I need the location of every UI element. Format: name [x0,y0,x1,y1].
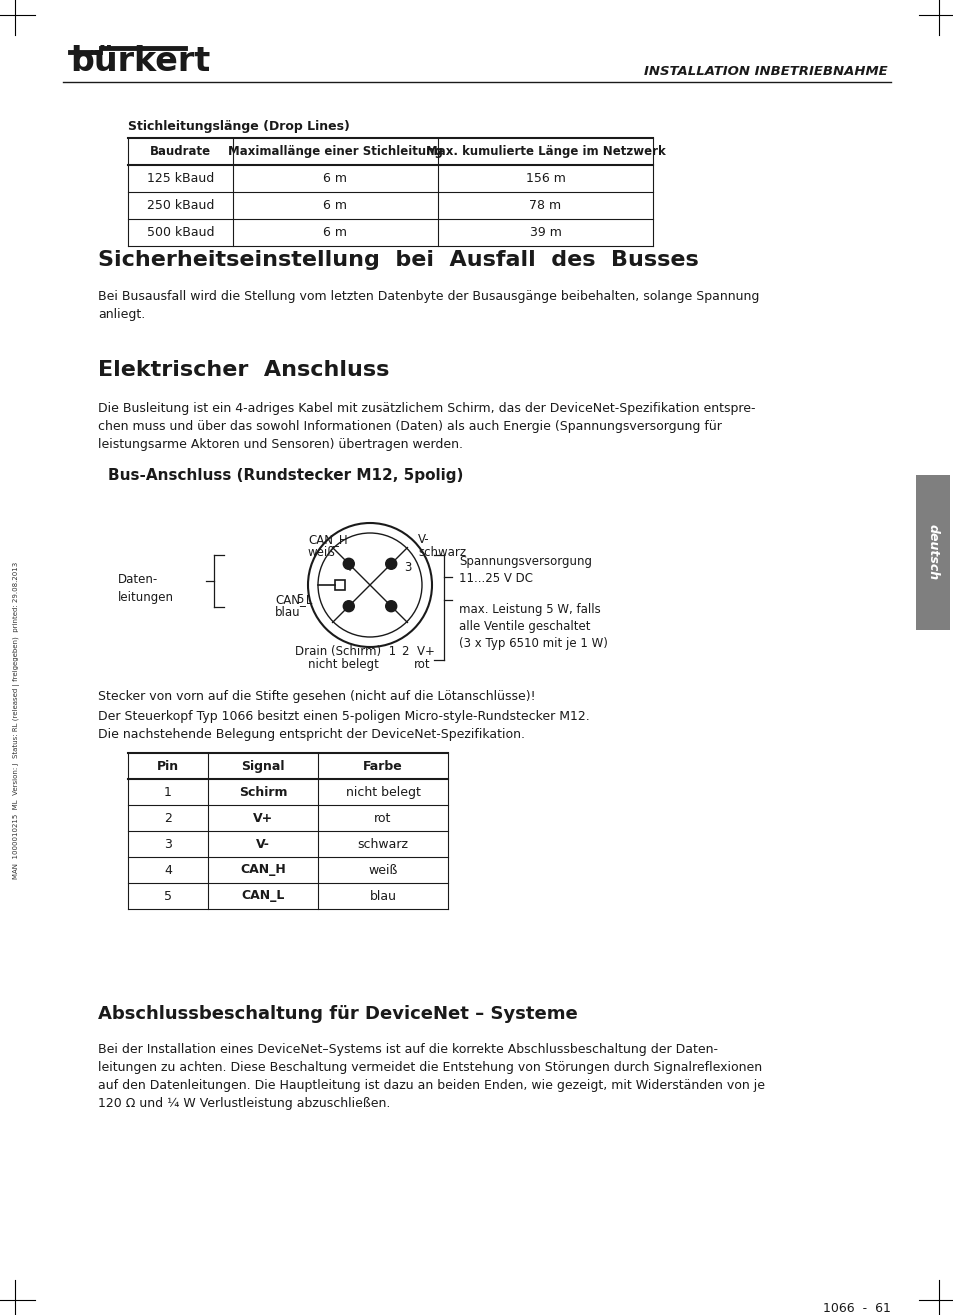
Text: CAN_H: CAN_H [308,533,347,546]
Text: Pin: Pin [157,760,179,772]
Text: 3: 3 [404,562,412,575]
Text: Stecker von vorn auf die Stifte gesehen (nicht auf die Lötanschlüsse)!: Stecker von vorn auf die Stifte gesehen … [98,690,535,704]
Text: Sicherheitseinstellung  bei  Ausfall  des  Busses: Sicherheitseinstellung bei Ausfall des B… [98,250,698,270]
Text: V-: V- [417,533,429,546]
Text: Drain (Schirm)  1: Drain (Schirm) 1 [294,644,395,658]
Text: 1: 1 [164,785,172,798]
Text: 3: 3 [164,838,172,851]
Text: CAN_H: CAN_H [240,864,286,877]
Text: weiß: weiß [308,546,335,559]
Text: MAN  1000010215  ML  Version: J  Status: RL (released | freigegeben)  printed: 2: MAN 1000010215 ML Version: J Status: RL … [13,562,20,878]
Text: V-: V- [255,838,270,851]
Text: 78 m: 78 m [529,199,561,212]
Text: blau: blau [369,889,396,902]
Text: 2: 2 [164,811,172,825]
Text: 5: 5 [164,889,172,902]
Text: 4: 4 [344,562,352,575]
Text: 1066  -  61: 1066 - 61 [822,1302,890,1315]
Text: Die Busleitung ist ein 4-adriges Kabel mit zusätzlichem Schirm, das der DeviceNe: Die Busleitung ist ein 4-adriges Kabel m… [98,402,755,451]
Text: deutsch: deutsch [925,525,939,580]
Text: V+: V+ [253,811,273,825]
Circle shape [343,601,354,611]
Text: Bus-Anschluss (Rundstecker M12, 5polig): Bus-Anschluss (Rundstecker M12, 5polig) [108,468,463,483]
Text: Farbe: Farbe [363,760,402,772]
Text: bürkert: bürkert [70,45,210,78]
Text: blau: blau [274,606,300,619]
Text: Maximallänge einer Stichleitung: Maximallänge einer Stichleitung [228,145,442,158]
FancyBboxPatch shape [915,475,949,630]
Text: Baudrate: Baudrate [150,145,211,158]
Text: CAN_L: CAN_L [274,593,312,606]
Text: Der Steuerkopf Typ 1066 besitzt einen 5-poligen Micro-style-Rundstecker M12.
Die: Der Steuerkopf Typ 1066 besitzt einen 5-… [98,710,589,740]
Text: 39 m: 39 m [529,226,561,239]
Text: Bei Busausfall wird die Stellung vom letzten Datenbyte der Busausgänge beibehalt: Bei Busausfall wird die Stellung vom let… [98,291,759,321]
Text: max. Leistung 5 W, falls
alle Ventile geschaltet
(3 x Typ 6510 mit je 1 W): max. Leistung 5 W, falls alle Ventile ge… [458,604,607,650]
Text: 6 m: 6 m [323,199,347,212]
Text: 6 m: 6 m [323,172,347,185]
Text: INSTALLATION INBETRIEBNAHME: INSTALLATION INBETRIEBNAHME [643,64,887,78]
Text: schwarz: schwarz [417,546,466,559]
Text: Spannungsversorgung
11...25 V DC: Spannungsversorgung 11...25 V DC [458,555,592,585]
Text: 250 kBaud: 250 kBaud [147,199,214,212]
Text: Max. kumulierte Länge im Netzwerk: Max. kumulierte Länge im Netzwerk [425,145,664,158]
Circle shape [385,559,396,569]
Text: nicht belegt: nicht belegt [308,658,378,671]
FancyBboxPatch shape [335,580,345,590]
Text: 2  V+: 2 V+ [401,644,435,658]
Text: 500 kBaud: 500 kBaud [147,226,214,239]
Text: schwarz: schwarz [357,838,408,851]
Text: Stichleitungslänge (Drop Lines): Stichleitungslänge (Drop Lines) [128,120,350,133]
Text: weiß: weiß [368,864,397,877]
Text: Schirm: Schirm [238,785,287,798]
Text: Signal: Signal [241,760,284,772]
Text: CAN_L: CAN_L [241,889,284,902]
Text: Elektrischer  Anschluss: Elektrischer Anschluss [98,360,389,380]
Text: 5: 5 [296,593,303,606]
Text: rot: rot [414,658,430,671]
Text: 4: 4 [164,864,172,877]
Text: 156 m: 156 m [525,172,565,185]
Text: 125 kBaud: 125 kBaud [147,172,213,185]
Text: nicht belegt: nicht belegt [345,785,420,798]
Text: Daten-
leitungen: Daten- leitungen [118,573,173,604]
Circle shape [343,559,354,569]
Text: Bei der Installation eines DeviceNet–Systems ist auf die korrekte Abschlussbesch: Bei der Installation eines DeviceNet–Sys… [98,1043,764,1110]
Text: rot: rot [374,811,392,825]
Text: 6 m: 6 m [323,226,347,239]
Text: Abschlussbeschaltung für DeviceNet – Systeme: Abschlussbeschaltung für DeviceNet – Sys… [98,1005,578,1023]
Circle shape [385,601,396,611]
